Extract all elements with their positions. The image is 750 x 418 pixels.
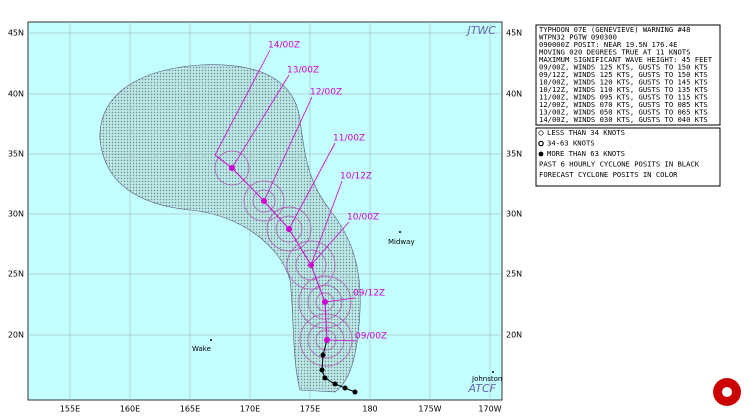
warning-box bbox=[535, 24, 721, 126]
legend-line: MORE THAN 63 KNOTS bbox=[547, 149, 625, 158]
label-leader bbox=[263, 96, 313, 202]
warning-line: MOVING 020 DEGREES TRUE AT 11 KNOTS bbox=[539, 48, 690, 57]
latitude-label: 20N bbox=[8, 331, 24, 340]
legend-box bbox=[535, 127, 721, 187]
place-label: Johnston bbox=[471, 375, 502, 383]
logo bbox=[713, 378, 741, 406]
place-marker bbox=[492, 371, 494, 373]
longitude-label: 180 bbox=[362, 405, 377, 414]
latitude-label: 45N bbox=[8, 29, 24, 38]
legend-line: LESS THAN 34 KNOTS bbox=[547, 128, 625, 137]
warning-line: WTPN32 PGTW 090300 bbox=[539, 33, 617, 42]
label-leader bbox=[310, 180, 343, 266]
legend-symbol bbox=[538, 140, 544, 147]
warning-line: 09/00Z, WINDS 125 KTS, GUSTS TO 150 KTS bbox=[539, 63, 708, 72]
danger-area bbox=[99, 64, 361, 393]
latitude-label: 45N bbox=[506, 29, 522, 38]
latitude-label: 30N bbox=[506, 210, 522, 219]
longitude-label: 160E bbox=[120, 405, 140, 414]
forecast-time: 14/00Z bbox=[268, 41, 300, 51]
model-label: ATCF bbox=[468, 382, 497, 395]
place-marker bbox=[210, 339, 212, 341]
longitude-label: 170W bbox=[478, 405, 501, 414]
legend-line: 34-63 KNOTS bbox=[547, 139, 595, 148]
legend-line: PAST 6 HOURLY CYCLONE POSITS IN BLACK bbox=[539, 160, 700, 169]
warning-line: MAXIMUM SIGNIFICANT WAVE HEIGHT: 45 FEET bbox=[539, 55, 713, 64]
latitude-label: 30N bbox=[8, 210, 24, 219]
warning-line: TYPHOON 07E (GENEVIEVE) WARNING #48 bbox=[539, 25, 690, 34]
latitude-label: 40N bbox=[8, 90, 24, 99]
label-leader bbox=[288, 142, 336, 230]
longitude-label: 165E bbox=[180, 405, 200, 414]
warning-line: 090000Z POSIT: NEAR 19.5N 176.4E bbox=[539, 40, 677, 49]
warning-line: 14/00Z, WINDS 030 KTS, GUSTS TO 040 KTS bbox=[539, 115, 708, 124]
warning-line: 12/00Z, WINDS 070 KTS, GUSTS TO 085 KTS bbox=[539, 100, 708, 109]
legend-symbol bbox=[538, 151, 544, 157]
label-leader bbox=[214, 49, 271, 156]
forecast-time: 11/00Z bbox=[333, 134, 365, 144]
past-positions bbox=[319, 352, 358, 395]
forecast-time: 13/00Z bbox=[287, 66, 319, 76]
forecast-time: 10/12Z bbox=[340, 172, 372, 182]
longitude-label: 170E bbox=[240, 405, 260, 414]
wind-radii bbox=[214, 150, 353, 367]
forecast-time: 10/00Z bbox=[347, 213, 379, 223]
label-leader bbox=[326, 339, 358, 342]
label-leader bbox=[310, 221, 350, 266]
longitude-label: 155E bbox=[60, 405, 80, 414]
warning-line: 10/12Z, WINDS 110 KTS, GUSTS TO 135 KTS bbox=[539, 85, 708, 94]
latitude-label: 40N bbox=[506, 90, 522, 99]
legend-symbol bbox=[538, 130, 544, 136]
longitude-label: 175W bbox=[418, 405, 441, 414]
place-label: Wake bbox=[192, 345, 211, 353]
latitude-label: 25N bbox=[506, 270, 522, 279]
latitude-label: 20N bbox=[506, 331, 522, 340]
longitude-label: 175E bbox=[300, 405, 320, 414]
label-leader bbox=[324, 297, 356, 303]
warning-line: 09/12Z, WINDS 125 KTS, GUSTS TO 150 KTS bbox=[539, 70, 708, 79]
forecast-time: 09/12Z bbox=[353, 289, 385, 299]
forecast-time: 09/00Z bbox=[355, 332, 387, 342]
place-label: Midway bbox=[388, 238, 415, 246]
warning-line: 13/00Z, WINDS 050 KTS, GUSTS TO 065 KTS bbox=[539, 108, 708, 117]
agency-label: JTWC bbox=[465, 24, 496, 37]
latitude-label: 35N bbox=[506, 150, 522, 159]
warning-line: 11/00Z, WINDS 095 KTS, GUSTS TO 115 KTS bbox=[539, 93, 708, 102]
latitude-label: 25N bbox=[8, 270, 24, 279]
place-marker bbox=[399, 231, 401, 233]
forecast-time: 12/00Z bbox=[310, 88, 342, 98]
warning-line: 10/00Z, WINDS 120 KTS, GUSTS TO 145 KTS bbox=[539, 78, 708, 87]
label-leader bbox=[231, 74, 290, 169]
latitude-label: 35N bbox=[8, 150, 24, 159]
legend-line: FORECAST CYCLONE POSITS IN COLOR bbox=[539, 170, 678, 179]
